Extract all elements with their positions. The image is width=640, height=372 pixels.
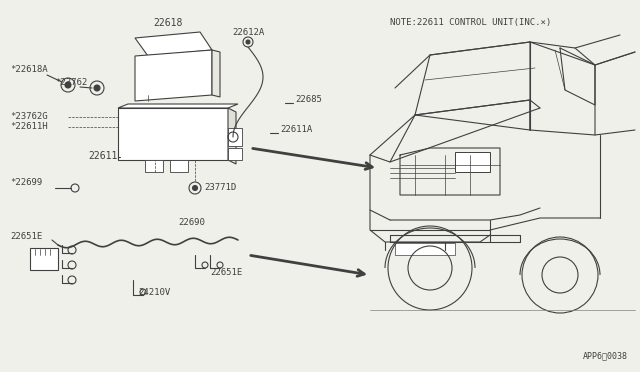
Text: 22690: 22690 xyxy=(179,218,205,227)
Bar xyxy=(145,160,163,172)
Circle shape xyxy=(65,82,71,88)
Bar xyxy=(170,160,188,172)
Text: 22651E: 22651E xyxy=(210,268,243,277)
Polygon shape xyxy=(228,108,236,164)
Bar xyxy=(395,243,455,255)
Text: NOTE:22611 CONTROL UNIT(INC.×): NOTE:22611 CONTROL UNIT(INC.×) xyxy=(390,18,551,27)
Circle shape xyxy=(193,186,198,190)
Text: *22699: *22699 xyxy=(10,178,42,187)
Text: 23771D: 23771D xyxy=(204,183,236,192)
Bar xyxy=(228,148,242,160)
Bar xyxy=(455,152,490,172)
Bar xyxy=(118,108,228,160)
Polygon shape xyxy=(135,50,212,101)
Polygon shape xyxy=(135,32,212,56)
Text: APP6：0038: APP6：0038 xyxy=(583,351,628,360)
Text: 22651E: 22651E xyxy=(10,232,42,241)
Text: 22611A: 22611A xyxy=(280,125,312,135)
Bar xyxy=(228,128,242,146)
Text: 22685: 22685 xyxy=(295,96,322,105)
Polygon shape xyxy=(212,50,220,97)
Text: *22611H: *22611H xyxy=(10,122,47,131)
Text: 22618: 22618 xyxy=(154,18,182,28)
Text: 22612A: 22612A xyxy=(232,28,264,37)
Bar xyxy=(30,248,58,270)
Text: *23762: *23762 xyxy=(55,78,87,87)
Text: *23762G: *23762G xyxy=(10,112,47,121)
Circle shape xyxy=(94,85,100,91)
Text: 22611: 22611 xyxy=(88,151,118,161)
Text: 24210V: 24210V xyxy=(138,288,170,297)
Polygon shape xyxy=(118,104,238,108)
Circle shape xyxy=(246,40,250,44)
Text: *22618A: *22618A xyxy=(10,65,47,74)
